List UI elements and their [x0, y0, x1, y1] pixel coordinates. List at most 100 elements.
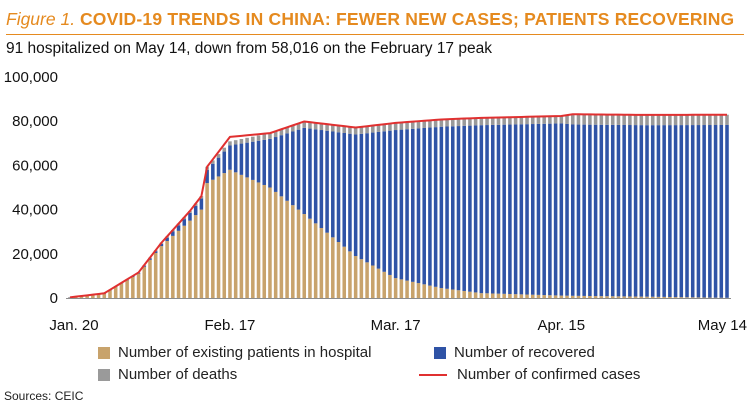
bar-recovered — [485, 125, 489, 294]
bar-recovered — [256, 140, 261, 183]
bar-hospital — [502, 293, 506, 298]
bar-deaths — [393, 122, 398, 131]
legend-recovered: Number of recovered — [434, 344, 595, 361]
bar-recovered — [302, 127, 306, 215]
bar-hospital — [171, 235, 175, 298]
legend-deaths-swatch — [98, 368, 110, 381]
bar-recovered — [650, 125, 655, 297]
bar-recovered — [702, 125, 706, 298]
figure-label: Figure 1. — [6, 9, 76, 29]
bar-hospital — [553, 295, 558, 298]
bar-deaths — [685, 114, 689, 126]
bar-recovered — [388, 130, 392, 275]
bar-hospital — [153, 252, 158, 298]
x-tick-label: May 14 — [698, 317, 747, 334]
bar-deaths — [473, 118, 478, 126]
bar-deaths — [468, 118, 472, 126]
bar-hospital — [405, 280, 409, 298]
legend-recovered-label: Number of recovered — [454, 344, 595, 361]
y-axis: 0 20,000 40,000 60,000 80,000 100,000 — [4, 69, 58, 307]
legend-confirmed-label: Number of confirmed cases — [457, 366, 641, 383]
bar-hospital — [445, 288, 449, 298]
bar-hospital — [605, 296, 609, 298]
bar-deaths — [588, 114, 592, 125]
bar-hospital — [205, 183, 209, 298]
bar-recovered — [342, 132, 346, 247]
bar-hospital — [570, 295, 575, 298]
bar-recovered — [616, 124, 621, 297]
bar-deaths — [519, 116, 524, 125]
bar-hospital — [490, 293, 495, 298]
bar-deaths — [416, 121, 421, 129]
bar-deaths — [268, 133, 272, 139]
bar-recovered — [479, 125, 484, 294]
bar-hospital — [628, 296, 632, 298]
bar-deaths — [656, 114, 661, 126]
title-rule — [6, 34, 744, 35]
bar-recovered — [685, 125, 689, 298]
bar-deaths — [256, 135, 261, 141]
bar-hospital — [348, 251, 352, 298]
bar-hospital — [228, 169, 232, 298]
bar-hospital — [302, 214, 306, 298]
bar-hospital — [108, 290, 112, 298]
bar-hospital — [588, 295, 592, 298]
bar-recovered — [570, 124, 575, 296]
bar-recovered — [725, 124, 729, 298]
y-tick-label: 80,000 — [12, 113, 58, 130]
bar-recovered — [525, 124, 529, 295]
bar-recovered — [496, 124, 501, 294]
bar-hospital — [96, 294, 101, 298]
bar-recovered — [588, 124, 592, 296]
bar-recovered — [188, 212, 192, 221]
bar-hospital — [291, 205, 295, 298]
bar-recovered — [576, 124, 581, 296]
bar-hospital — [411, 281, 415, 298]
bar-hospital — [548, 295, 552, 298]
bar-deaths — [696, 114, 701, 126]
bar-deaths — [570, 114, 575, 125]
bar-recovered — [193, 205, 198, 216]
bar-recovered — [553, 123, 558, 296]
legend-confirmed-swatch — [419, 373, 447, 376]
bar-hospital — [359, 259, 364, 298]
bar-deaths — [273, 131, 278, 138]
bar-recovered — [371, 132, 375, 266]
bar-deaths — [216, 154, 221, 158]
bar-hospital — [422, 284, 426, 298]
bar-deaths — [359, 126, 364, 134]
bar-hospital — [331, 237, 335, 298]
bar-deaths — [262, 134, 267, 140]
bar-recovered — [559, 123, 564, 296]
bar-deaths — [708, 114, 712, 126]
y-tick-label: 0 — [50, 290, 58, 307]
bar-deaths — [565, 115, 569, 124]
bar-recovered — [319, 130, 324, 229]
bar-recovered — [416, 128, 421, 284]
bar-recovered — [336, 132, 341, 243]
bar-recovered — [411, 128, 415, 282]
bar-recovered — [245, 142, 249, 178]
bar-recovered — [199, 198, 204, 210]
y-tick-label: 40,000 — [12, 202, 58, 219]
bar-hospital — [371, 265, 375, 298]
bar-recovered — [656, 125, 661, 297]
bar-hospital — [645, 296, 649, 298]
bar-hospital — [245, 177, 249, 298]
bar-recovered — [490, 124, 495, 294]
bar-deaths — [428, 120, 432, 128]
bar-recovered — [251, 141, 255, 180]
bar-deaths — [245, 137, 249, 143]
bar-hospital — [68, 297, 72, 298]
bar-recovered — [445, 126, 449, 289]
bar-hospital — [622, 296, 626, 298]
bar-recovered — [308, 128, 312, 219]
bar-deaths — [559, 116, 564, 124]
bar-recovered — [605, 124, 609, 297]
bar-recovered — [313, 129, 318, 224]
bar-deaths — [542, 116, 546, 124]
x-tick-label: Feb. 17 — [205, 317, 256, 334]
bar-hospital — [85, 295, 89, 298]
bar-hospital — [610, 296, 615, 298]
bar-recovered — [599, 124, 604, 297]
